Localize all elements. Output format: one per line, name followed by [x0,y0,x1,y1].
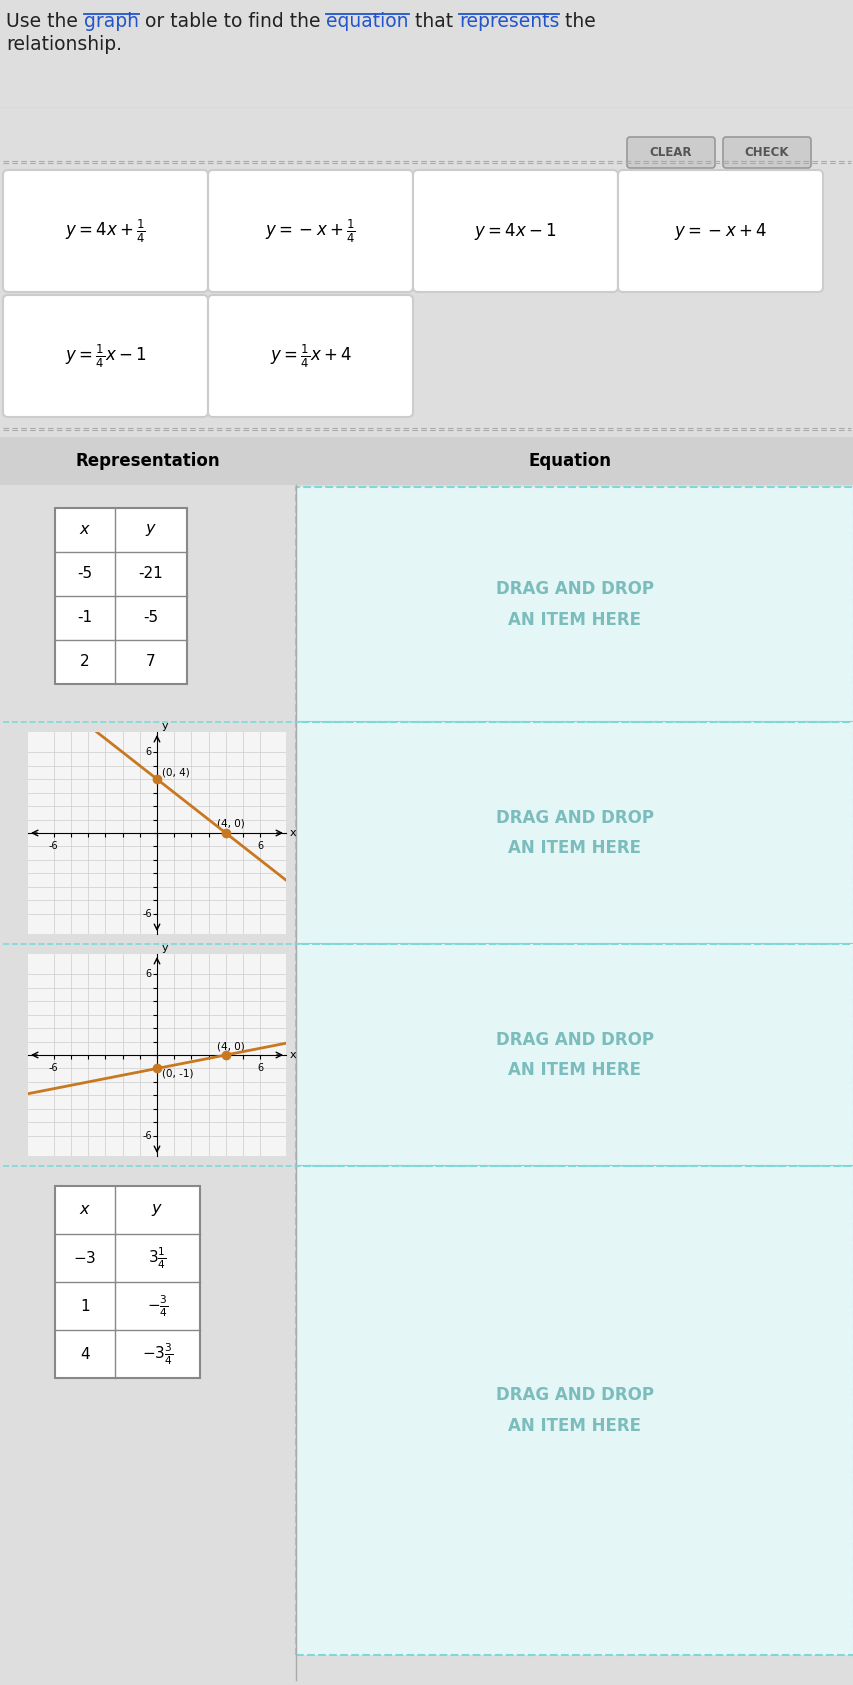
Text: DRAG AND DROP
AN ITEM HERE: DRAG AND DROP AN ITEM HERE [496,1031,653,1080]
Text: that: that [409,12,458,30]
Text: $x$: $x$ [78,522,91,538]
Text: 6: 6 [257,1063,263,1073]
Bar [55,507,187,684]
FancyBboxPatch shape [208,170,413,292]
Text: y: y [162,721,169,731]
Text: (0, -1): (0, -1) [162,1068,194,1078]
FancyBboxPatch shape [208,295,413,416]
Text: -5: -5 [78,566,92,581]
Text: $y$: $y$ [145,522,157,538]
Text: Use the: Use the [6,12,84,30]
Bar [296,721,853,944]
Text: y: y [162,944,169,954]
Text: Equation: Equation [528,452,611,470]
FancyBboxPatch shape [413,170,618,292]
Text: DRAG AND DROP
AN ITEM HERE: DRAG AND DROP AN ITEM HERE [496,809,653,858]
Text: represents: represents [458,12,559,30]
FancyBboxPatch shape [3,295,208,416]
Text: $-3\frac{3}{4}$: $-3\frac{3}{4}$ [142,1341,173,1367]
Text: 6: 6 [257,841,263,851]
Text: -6: -6 [49,841,59,851]
Text: CLEAR: CLEAR [649,147,692,160]
Text: -6: -6 [142,908,152,918]
Text: CHECK: CHECK [744,147,788,160]
Text: $x$: $x$ [78,1203,91,1218]
Text: $y = \frac{1}{4}x + 4$: $y = \frac{1}{4}x + 4$ [270,342,351,369]
Bar [55,1186,200,1378]
Text: (4, 0): (4, 0) [217,1041,245,1051]
Text: Representation: Representation [76,452,220,470]
Text: or table to find the: or table to find the [139,12,326,30]
Text: -1: -1 [78,610,92,625]
Text: $-3$: $-3$ [73,1250,96,1265]
Text: (0, 4): (0, 4) [162,767,189,777]
Text: $y = 4x + \frac{1}{4}$: $y = 4x + \frac{1}{4}$ [65,217,146,244]
Text: -21: -21 [138,566,163,581]
Text: $y = \frac{1}{4}x - 1$: $y = \frac{1}{4}x - 1$ [65,342,146,369]
FancyBboxPatch shape [626,136,714,169]
Text: x: x [289,827,296,837]
Text: $3\frac{1}{4}$: $3\frac{1}{4}$ [148,1245,166,1270]
Text: graph: graph [84,12,139,30]
Text: $1$: $1$ [80,1297,90,1314]
Text: -6: -6 [142,1131,152,1141]
Bar [296,1166,853,1655]
Text: $y = 4x - 1$: $y = 4x - 1$ [473,221,556,241]
Text: 6: 6 [146,969,152,979]
Text: 7: 7 [146,654,155,669]
Text: $y = -x + \frac{1}{4}$: $y = -x + \frac{1}{4}$ [264,217,356,244]
Text: equation: equation [326,12,409,30]
Text: $-\frac{3}{4}$: $-\frac{3}{4}$ [147,1292,168,1319]
Text: (4, 0): (4, 0) [217,819,245,829]
Text: DRAG AND DROP
AN ITEM HERE: DRAG AND DROP AN ITEM HERE [496,1387,653,1436]
Text: $y = -x + 4$: $y = -x + 4$ [673,221,766,241]
Text: 2: 2 [80,654,90,669]
Text: $y$: $y$ [151,1201,163,1218]
Text: DRAG AND DROP
AN ITEM HERE: DRAG AND DROP AN ITEM HERE [496,580,653,629]
FancyBboxPatch shape [618,170,822,292]
Bar [296,944,853,1166]
FancyBboxPatch shape [722,136,810,169]
Text: -5: -5 [143,610,159,625]
Text: relationship.: relationship. [6,35,122,54]
Bar [296,487,853,721]
Bar [0,436,853,485]
Text: 6: 6 [146,746,152,757]
FancyBboxPatch shape [3,170,208,292]
Text: x: x [289,1050,296,1060]
Text: $4$: $4$ [79,1346,90,1361]
Text: the: the [559,12,595,30]
Text: -6: -6 [49,1063,59,1073]
